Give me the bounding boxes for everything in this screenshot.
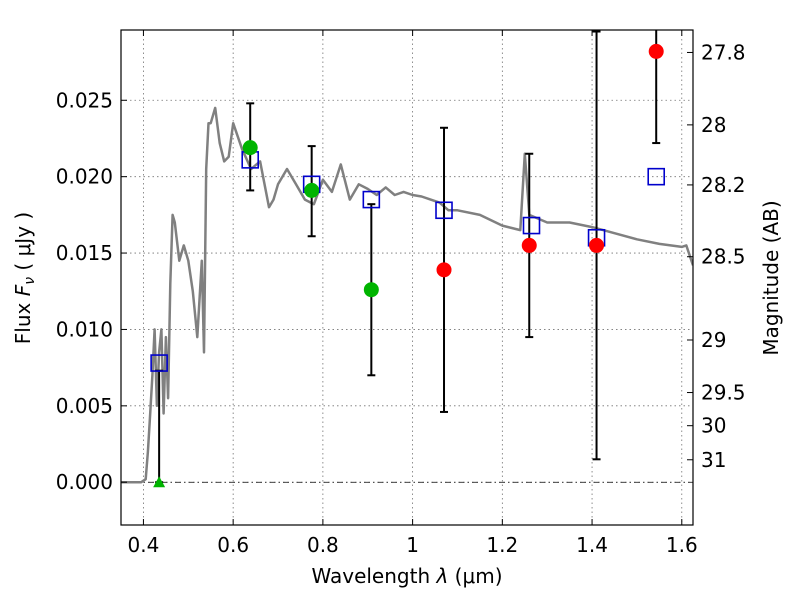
red-point-3 [648,43,664,59]
x-tick-label-6: 1.6 [666,533,698,557]
green-triangle-point [153,476,166,488]
observed-square-3 [362,190,381,209]
red-errorbar-3 [652,30,661,145]
observed-square-4 [435,201,453,220]
observed-square-0 [150,354,168,372]
data-points-layer [153,43,664,488]
magnitude-tick-label-6: 30 [701,414,726,438]
y-tick-label-3: 0.015 [56,241,113,265]
y-tick-label-1: 0.005 [56,394,113,418]
x-tick-label-0: 0.4 [128,533,160,557]
magnitude-tick-label-3: 28.5 [701,245,746,269]
errorbar-layer [155,30,661,484]
model-spectrum-layer [121,106,693,484]
magnitude-tick-label-5: 29.5 [701,381,746,405]
y-tick-label-4: 0.020 [56,165,113,189]
model-spectrum-line [121,106,693,484]
y-tick-label-2: 0.010 [56,317,113,341]
y-tick-label-0: 0.000 [56,470,113,494]
red-point-2 [589,237,605,253]
magnitude-tick-label-7: 31 [701,448,726,472]
magnitude-tick-label-4: 29 [701,328,726,352]
green-point-1 [304,182,320,198]
red-point-0 [436,262,452,278]
magnitude-axis-label: Magnitude (AB) [759,200,783,355]
x-tick-label-1: 0.6 [217,533,249,557]
red-point-1 [521,237,537,253]
magnitude-tick-label-0: 27.8 [701,40,746,64]
magnitude-tick-label-2: 28.2 [701,173,746,197]
magnitude-axis-ticks: 27.8 28 28.2 28.5 29 29.5 30 31 [687,40,746,472]
x-tick-label-4: 1.2 [486,533,518,557]
x-tick-label-3: 1 [406,533,419,557]
x-axis-ticks: 0.4 0.6 0.8 1 1.2 1.4 1.6 [128,30,698,557]
magnitude-tick-label-1: 28 [701,113,726,137]
x-tick-label-2: 0.8 [307,533,339,557]
observed-square-7 [647,167,666,186]
observed-square-5 [522,216,541,235]
plot-frame [120,29,694,526]
x-tick-label-5: 1.4 [576,533,608,557]
green-point-0 [242,140,258,156]
y-axis-ticks: 0.000 0.005 0.010 0.015 0.020 0.025 [56,88,127,494]
grid-lines [121,30,693,525]
observed-squares-layer [150,151,666,372]
green-point-2 [363,282,379,298]
y-axis-label: Flux Fν ( μJy ) [11,212,38,344]
y-tick-label-5: 0.025 [56,88,113,112]
x-axis-label: Wavelength λ (μm) [311,564,502,588]
